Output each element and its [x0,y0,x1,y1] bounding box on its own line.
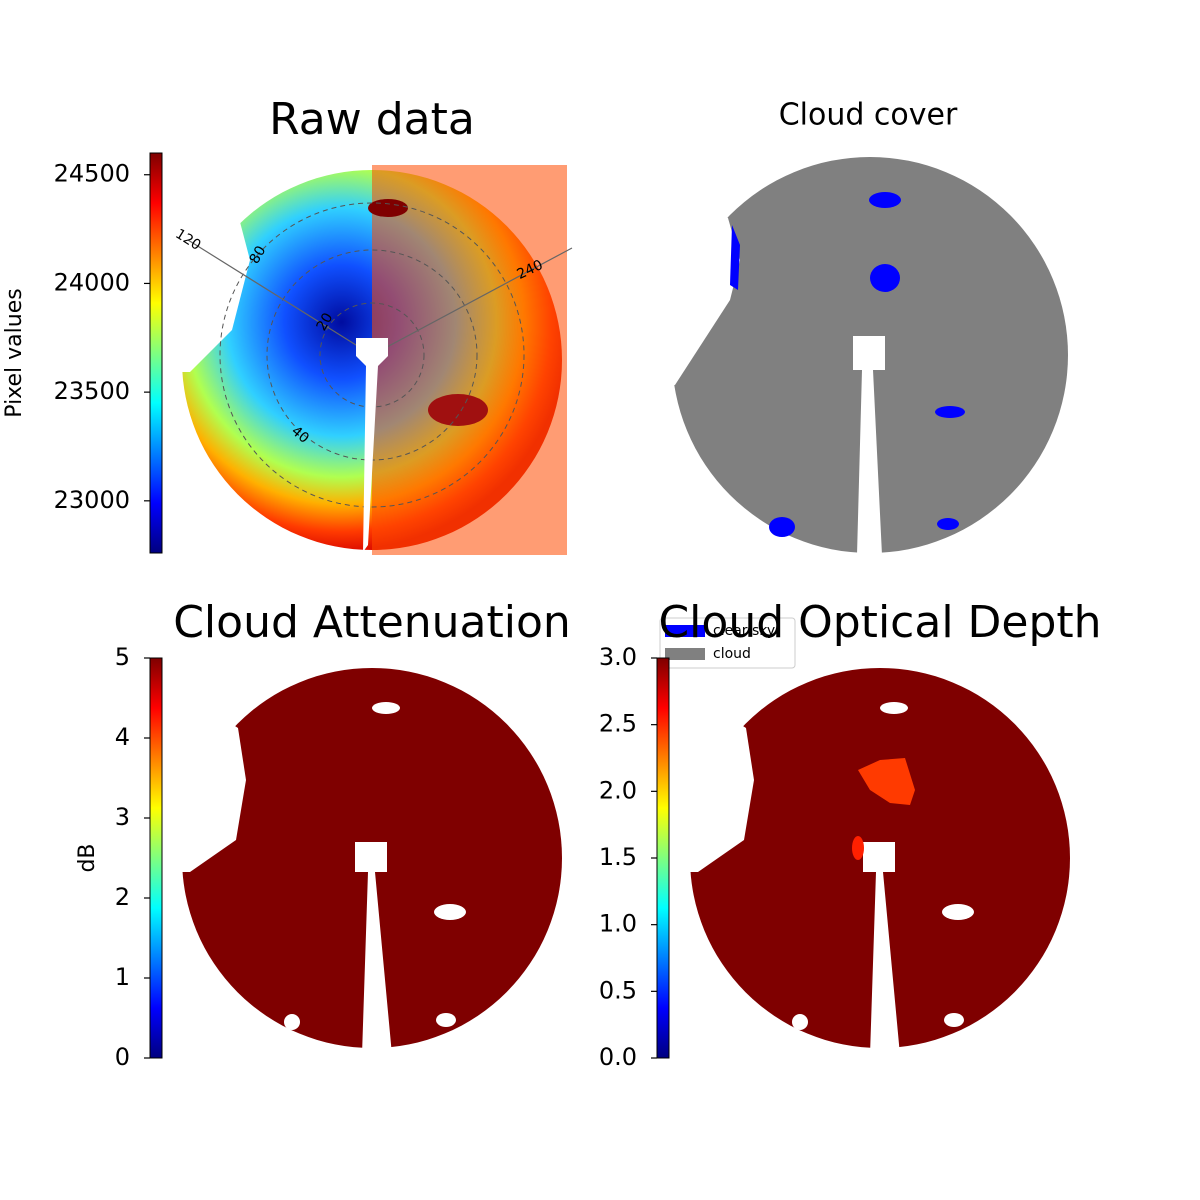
legend-label: cloud [713,646,751,662]
tick-label: 2.5 [599,710,637,738]
tick-label: 3 [115,803,130,831]
tick-label: 2.0 [599,776,637,804]
tick-label: 24000 [54,268,130,296]
tick-label: 24500 [54,160,130,188]
tick-label: 5 [115,643,130,671]
legend-label: clear sky [713,623,775,639]
tick-label: 1.0 [599,910,637,938]
tick-label: 2 [115,883,130,911]
raw-image [175,165,573,555]
legend-swatch [665,648,705,660]
panel-title: Cloud cover [779,98,958,133]
polar-label: 80 [247,243,270,266]
tick-label: 0.0 [599,1043,637,1071]
colorbar-label: Pixel values [2,288,27,417]
tick-label: 0.5 [599,976,637,1004]
legend-swatch [665,625,705,637]
colorbar [149,657,163,1059]
polar-label: 20 [314,310,337,333]
attenuation-image [175,668,562,1055]
tick-label: 23500 [54,377,130,405]
tick-label: 23000 [54,486,130,514]
panel-title: Raw data [269,94,475,145]
tick-label: 4 [115,723,130,751]
tick-label: 1.5 [599,843,637,871]
tick-label: 1 [115,963,130,991]
panel-title: Cloud Attenuation [173,597,571,648]
panel-title: Cloud Optical Depth [658,597,1101,648]
cloud-image [665,157,1068,555]
tick-label: 0 [115,1043,130,1071]
tick-label: 3.0 [599,643,637,671]
colorbar [149,152,163,554]
colorbar-label: dB [75,843,100,872]
colorbar [656,657,670,1059]
optical-depth-image [683,668,1070,1055]
